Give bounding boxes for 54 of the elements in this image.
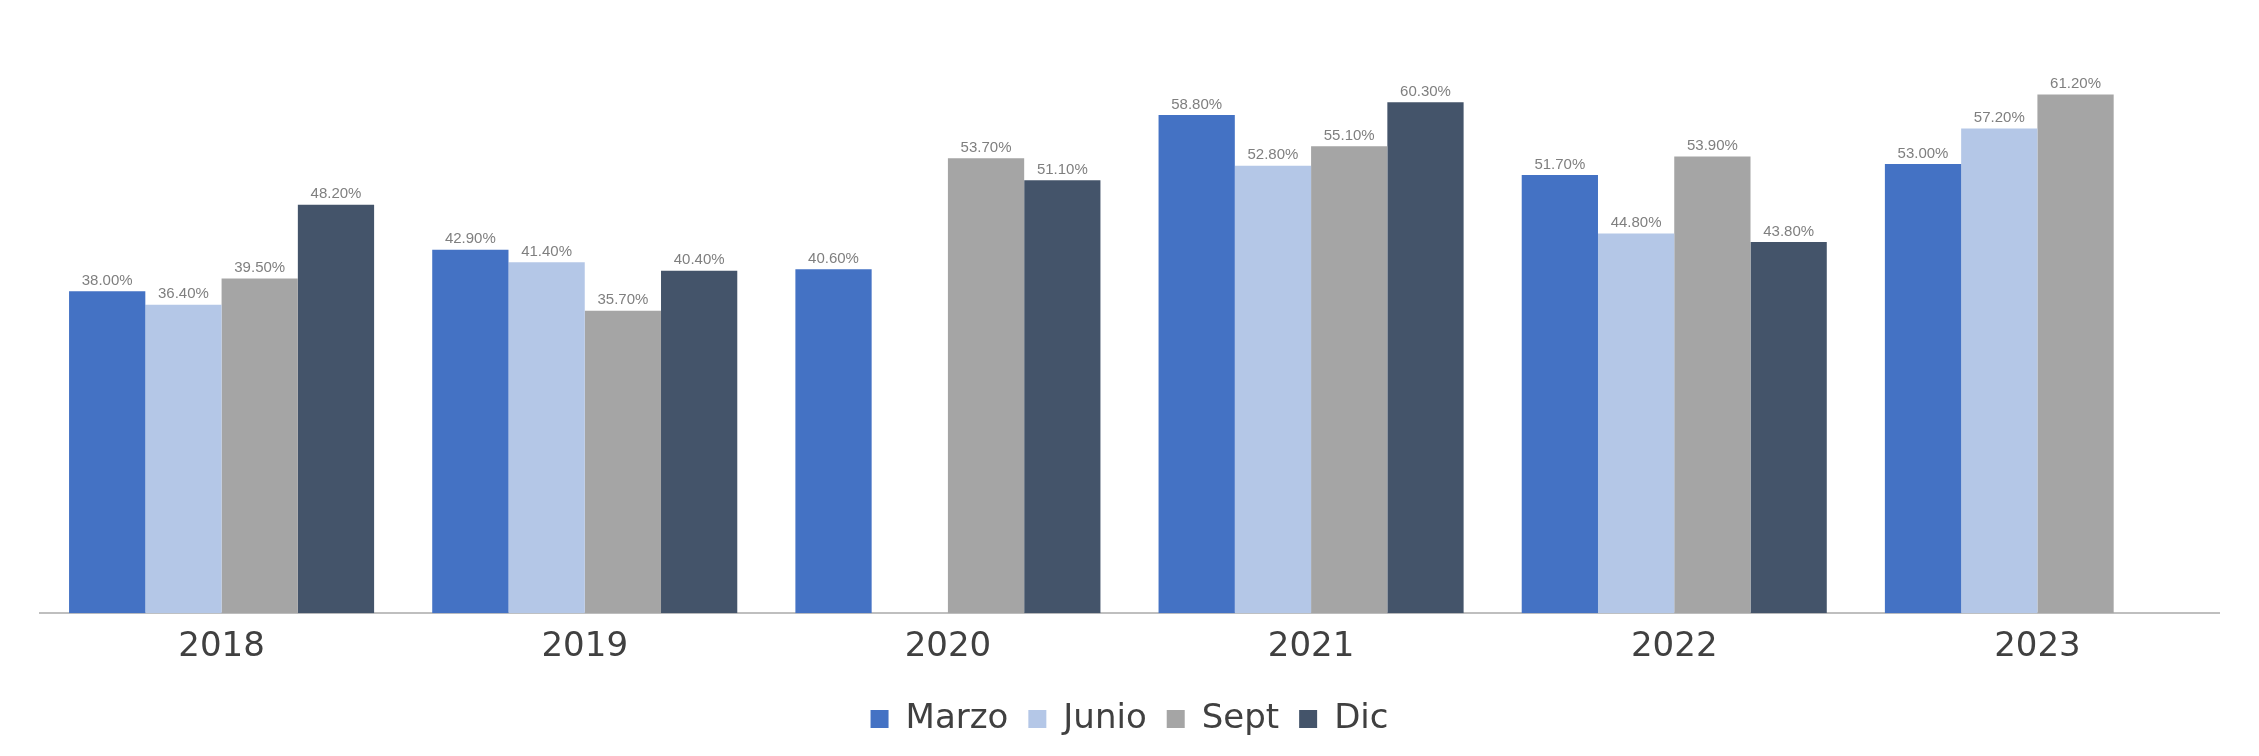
bar (1674, 156, 1751, 614)
data-label: 60.30% (1400, 81, 1451, 99)
bar (1750, 242, 1827, 614)
bar (432, 249, 509, 614)
x-tick-label: 2019 (541, 624, 629, 665)
data-label: 57.20% (1973, 108, 2025, 126)
bar (1961, 128, 2038, 614)
x-tick-label: 2018 (178, 624, 265, 665)
bar (584, 310, 662, 614)
bar (69, 291, 146, 614)
bar (795, 269, 872, 614)
legend-label: Marzo (905, 695, 1009, 736)
bar (221, 278, 298, 614)
bar (1234, 165, 1312, 614)
data-label: 52.80% (1247, 145, 1299, 163)
bar (1884, 164, 1962, 614)
data-label: 53.70% (960, 137, 1012, 155)
x-tick-label: 2022 (1630, 624, 1718, 665)
data-label: 40.40% (673, 250, 725, 268)
bar (297, 204, 375, 614)
data-label: 42.90% (444, 229, 496, 247)
data-label: 44.80% (1610, 213, 1662, 231)
data-label: 40.60% (808, 248, 859, 266)
bar (1387, 102, 1464, 614)
bar (2037, 94, 2114, 614)
data-label: 61.20% (2050, 74, 2101, 92)
data-label: 38.00% (81, 270, 133, 288)
bar (947, 158, 1025, 614)
data-label: 55.10% (1323, 125, 1375, 143)
data-label: 35.70% (597, 290, 649, 308)
bar (1521, 175, 1598, 614)
data-label: 36.40% (158, 284, 209, 302)
bar (1597, 233, 1675, 614)
data-label: 43.80% (1763, 221, 1815, 239)
data-label: 53.00% (1897, 143, 1949, 161)
x-tick-label: 2023 (1994, 624, 2081, 665)
bar (1024, 180, 1101, 614)
bar (1311, 146, 1388, 614)
bar (661, 270, 738, 614)
legend-label: Dic (1334, 695, 1389, 736)
data-label: 51.70% (1534, 154, 1586, 172)
data-label: 51.10% (1036, 159, 1088, 177)
data-label: 39.50% (234, 258, 286, 276)
bar (145, 304, 222, 614)
data-label: 41.40% (521, 242, 573, 260)
data-label: 53.90% (1686, 136, 1738, 154)
x-tick-label: 2021 (1267, 624, 1355, 665)
bar (508, 262, 585, 614)
legend-label: Junio (1061, 695, 1147, 736)
bar (1158, 114, 1235, 614)
data-label: 58.80% (1171, 94, 1223, 112)
x-tick-label: 2020 (904, 624, 992, 665)
legend-label: Sept (1201, 695, 1280, 736)
data-label: 48.20% (310, 184, 362, 202)
